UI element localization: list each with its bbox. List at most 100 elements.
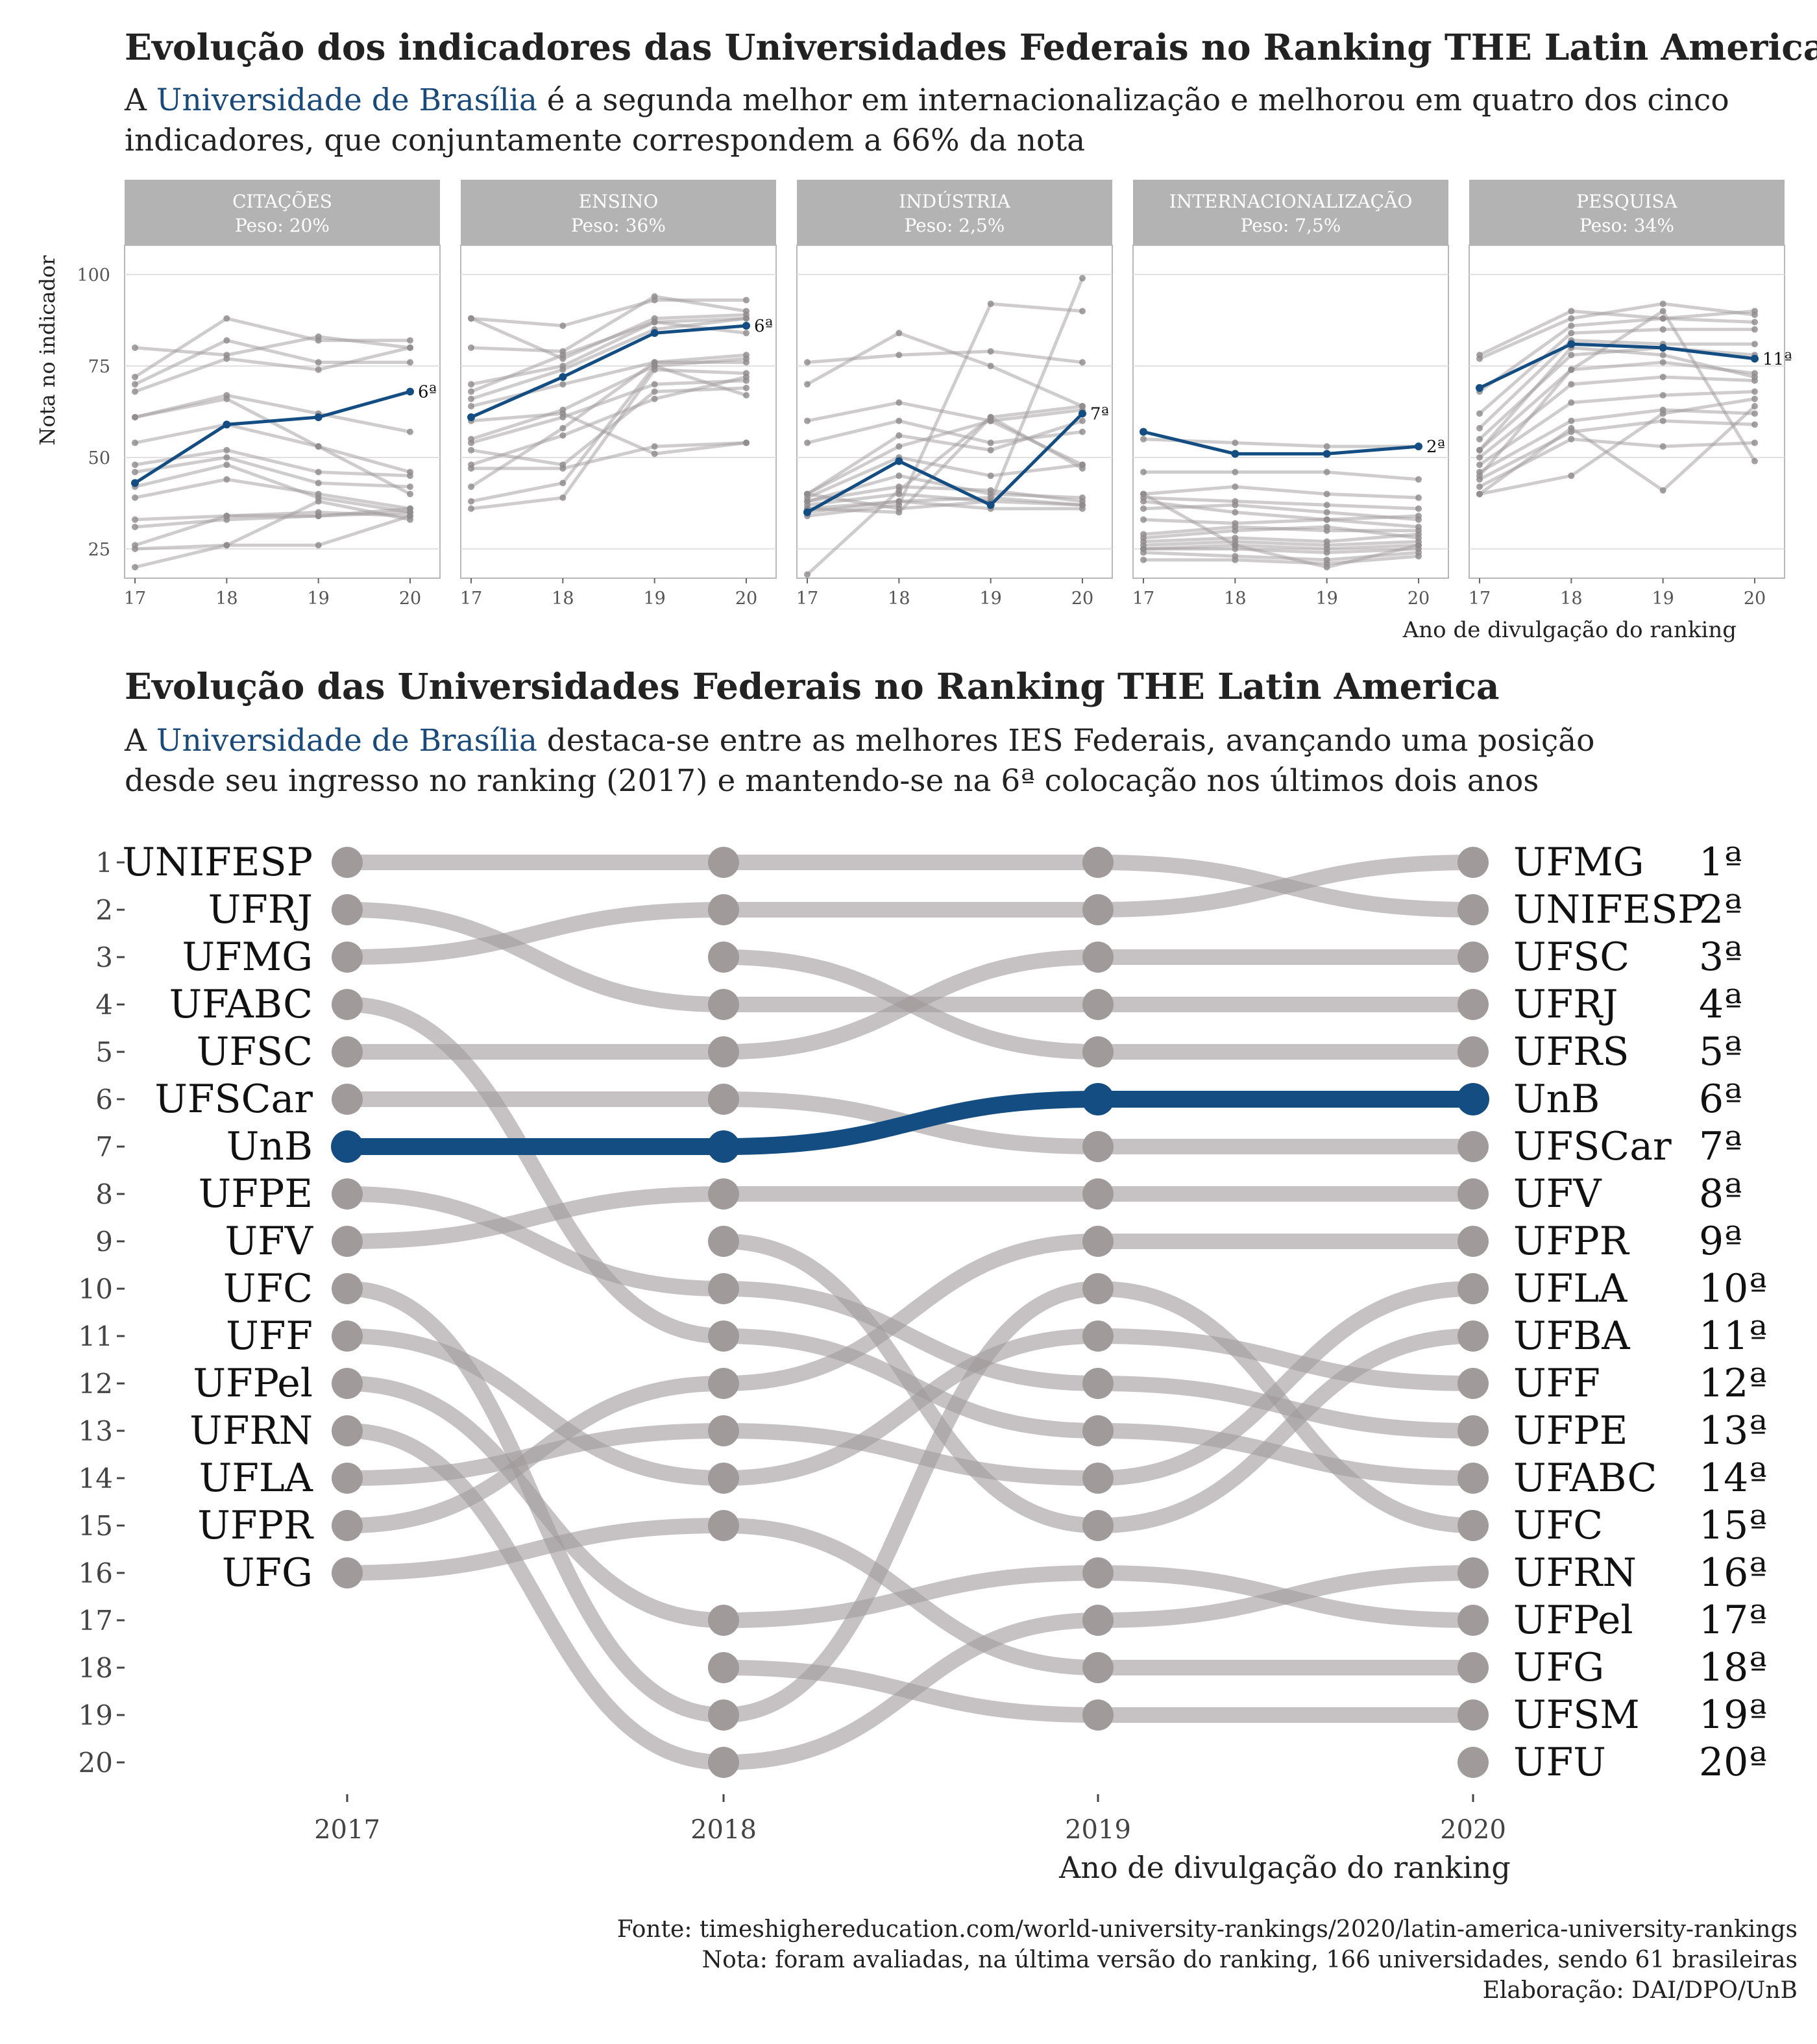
rank-tick-label: 15 — [79, 1510, 113, 1542]
series-line-other — [134, 422, 411, 474]
right-university-label: UFSM — [1513, 1692, 1640, 1738]
series-point-other — [1476, 472, 1483, 480]
left-university-label: UFRN — [189, 1408, 313, 1454]
series-point-other — [651, 366, 658, 373]
left-university-label: UFRJ — [208, 887, 313, 932]
bump-point — [332, 1320, 363, 1352]
right-rank-label: 18ª — [1699, 1645, 1767, 1690]
series-point-other — [1751, 319, 1758, 326]
series-line-other — [134, 511, 411, 547]
series-line-other — [1143, 437, 1419, 448]
series-point-other — [1323, 564, 1330, 571]
bump-point-unb — [1082, 1083, 1114, 1115]
bump-point — [1457, 1510, 1489, 1541]
rank-tick-label: 1 — [95, 847, 113, 879]
series-point-other — [1751, 373, 1758, 380]
series-point-unb — [467, 413, 475, 421]
right-university-label: UFPel — [1513, 1598, 1633, 1643]
series-point-other — [1232, 556, 1239, 563]
left-university-label: UFPE — [199, 1171, 313, 1217]
right-rank-label: 7ª — [1699, 1124, 1742, 1169]
bump-point — [1457, 1226, 1489, 1257]
right-rank-label: 9ª — [1699, 1219, 1742, 1264]
facet-title: INDÚSTRIA — [899, 190, 1011, 212]
series-point-other — [1476, 483, 1483, 491]
series-line-other — [134, 448, 411, 478]
right-university-label: UFRS — [1513, 1029, 1629, 1075]
right-university-label: UFABC — [1513, 1455, 1657, 1501]
unb-rank-label: 6ª — [754, 317, 773, 336]
series-line-other — [1478, 317, 1755, 393]
series-point-other — [407, 359, 413, 366]
y-tick-label: 75 — [88, 357, 110, 377]
series-point-other — [1323, 443, 1330, 450]
bump-line — [339, 855, 1481, 965]
series-point-other — [315, 366, 322, 373]
series-line-other — [470, 295, 747, 354]
series-point-unb — [986, 501, 995, 509]
series-line-other — [470, 411, 747, 456]
series-line-unb — [470, 324, 747, 419]
bump-point — [1082, 1131, 1114, 1162]
series-line-other — [1142, 493, 1419, 569]
series-point-other — [407, 337, 413, 344]
series-line-other — [1478, 308, 1757, 477]
series-point-other — [223, 446, 230, 454]
bump-point — [332, 1084, 363, 1115]
series-line-other — [1143, 485, 1419, 500]
series-point-unb — [1476, 383, 1483, 392]
series-point-other — [1415, 476, 1422, 483]
series-point-other — [651, 293, 658, 300]
series-point-other — [559, 352, 567, 359]
rank-tick-label: 5 — [95, 1036, 113, 1068]
right-rank-label: 19ª — [1699, 1692, 1767, 1738]
series-point-other — [743, 330, 750, 337]
right-rank-label: 6ª — [1699, 1077, 1742, 1122]
series-point-other — [468, 498, 474, 505]
series-point-other — [132, 468, 138, 476]
right-rank-label: 4ª — [1699, 982, 1742, 1027]
series-point-other — [1140, 435, 1147, 443]
right-rank-label: 15ª — [1699, 1503, 1767, 1548]
right-university-label: UFRJ — [1513, 982, 1618, 1027]
series-point-other — [132, 381, 138, 388]
rank-tick-label: 7 — [95, 1131, 113, 1163]
series-line-other — [1478, 328, 1755, 415]
series-point-other — [1751, 388, 1758, 395]
bump-point — [332, 989, 363, 1020]
x-tick-label: 20 — [1744, 589, 1766, 609]
series-line-other — [134, 456, 411, 489]
series-line-other — [134, 393, 411, 433]
bump-point — [332, 1415, 363, 1446]
series-point-other — [1751, 311, 1758, 319]
series-point-other — [1659, 392, 1666, 399]
series-point-other — [1568, 399, 1575, 406]
series-point-other — [1476, 424, 1483, 432]
series-point-other — [987, 446, 994, 454]
series-point-other — [1415, 505, 1422, 512]
x-tick-label: 19 — [307, 589, 329, 609]
series-line-other — [1478, 302, 1755, 361]
series-line-other — [1143, 543, 1419, 551]
right-rank-label: 20ª — [1699, 1740, 1767, 1785]
bump-point — [1457, 847, 1489, 878]
series-point-other — [1568, 435, 1575, 443]
right-rank-label: 5ª — [1699, 1029, 1742, 1075]
unb-rank-label: 6ª — [418, 382, 437, 402]
series-point-unb — [559, 372, 567, 381]
bump-point — [1457, 1415, 1489, 1446]
left-university-label: UFC — [223, 1266, 313, 1311]
series-point-other — [1659, 326, 1666, 333]
x-tick-label: 17 — [1132, 589, 1154, 609]
y-tick-label: 100 — [77, 265, 110, 286]
series-point-other — [804, 491, 811, 498]
series-point-other — [315, 491, 322, 498]
series-line-other — [134, 335, 411, 357]
series-point-other — [1415, 534, 1422, 541]
series-line-other — [1143, 540, 1419, 547]
bump-point — [708, 1699, 739, 1731]
series-point-other — [1751, 403, 1758, 410]
series-line-other — [1478, 346, 1755, 452]
series-line-other — [1478, 408, 1755, 474]
